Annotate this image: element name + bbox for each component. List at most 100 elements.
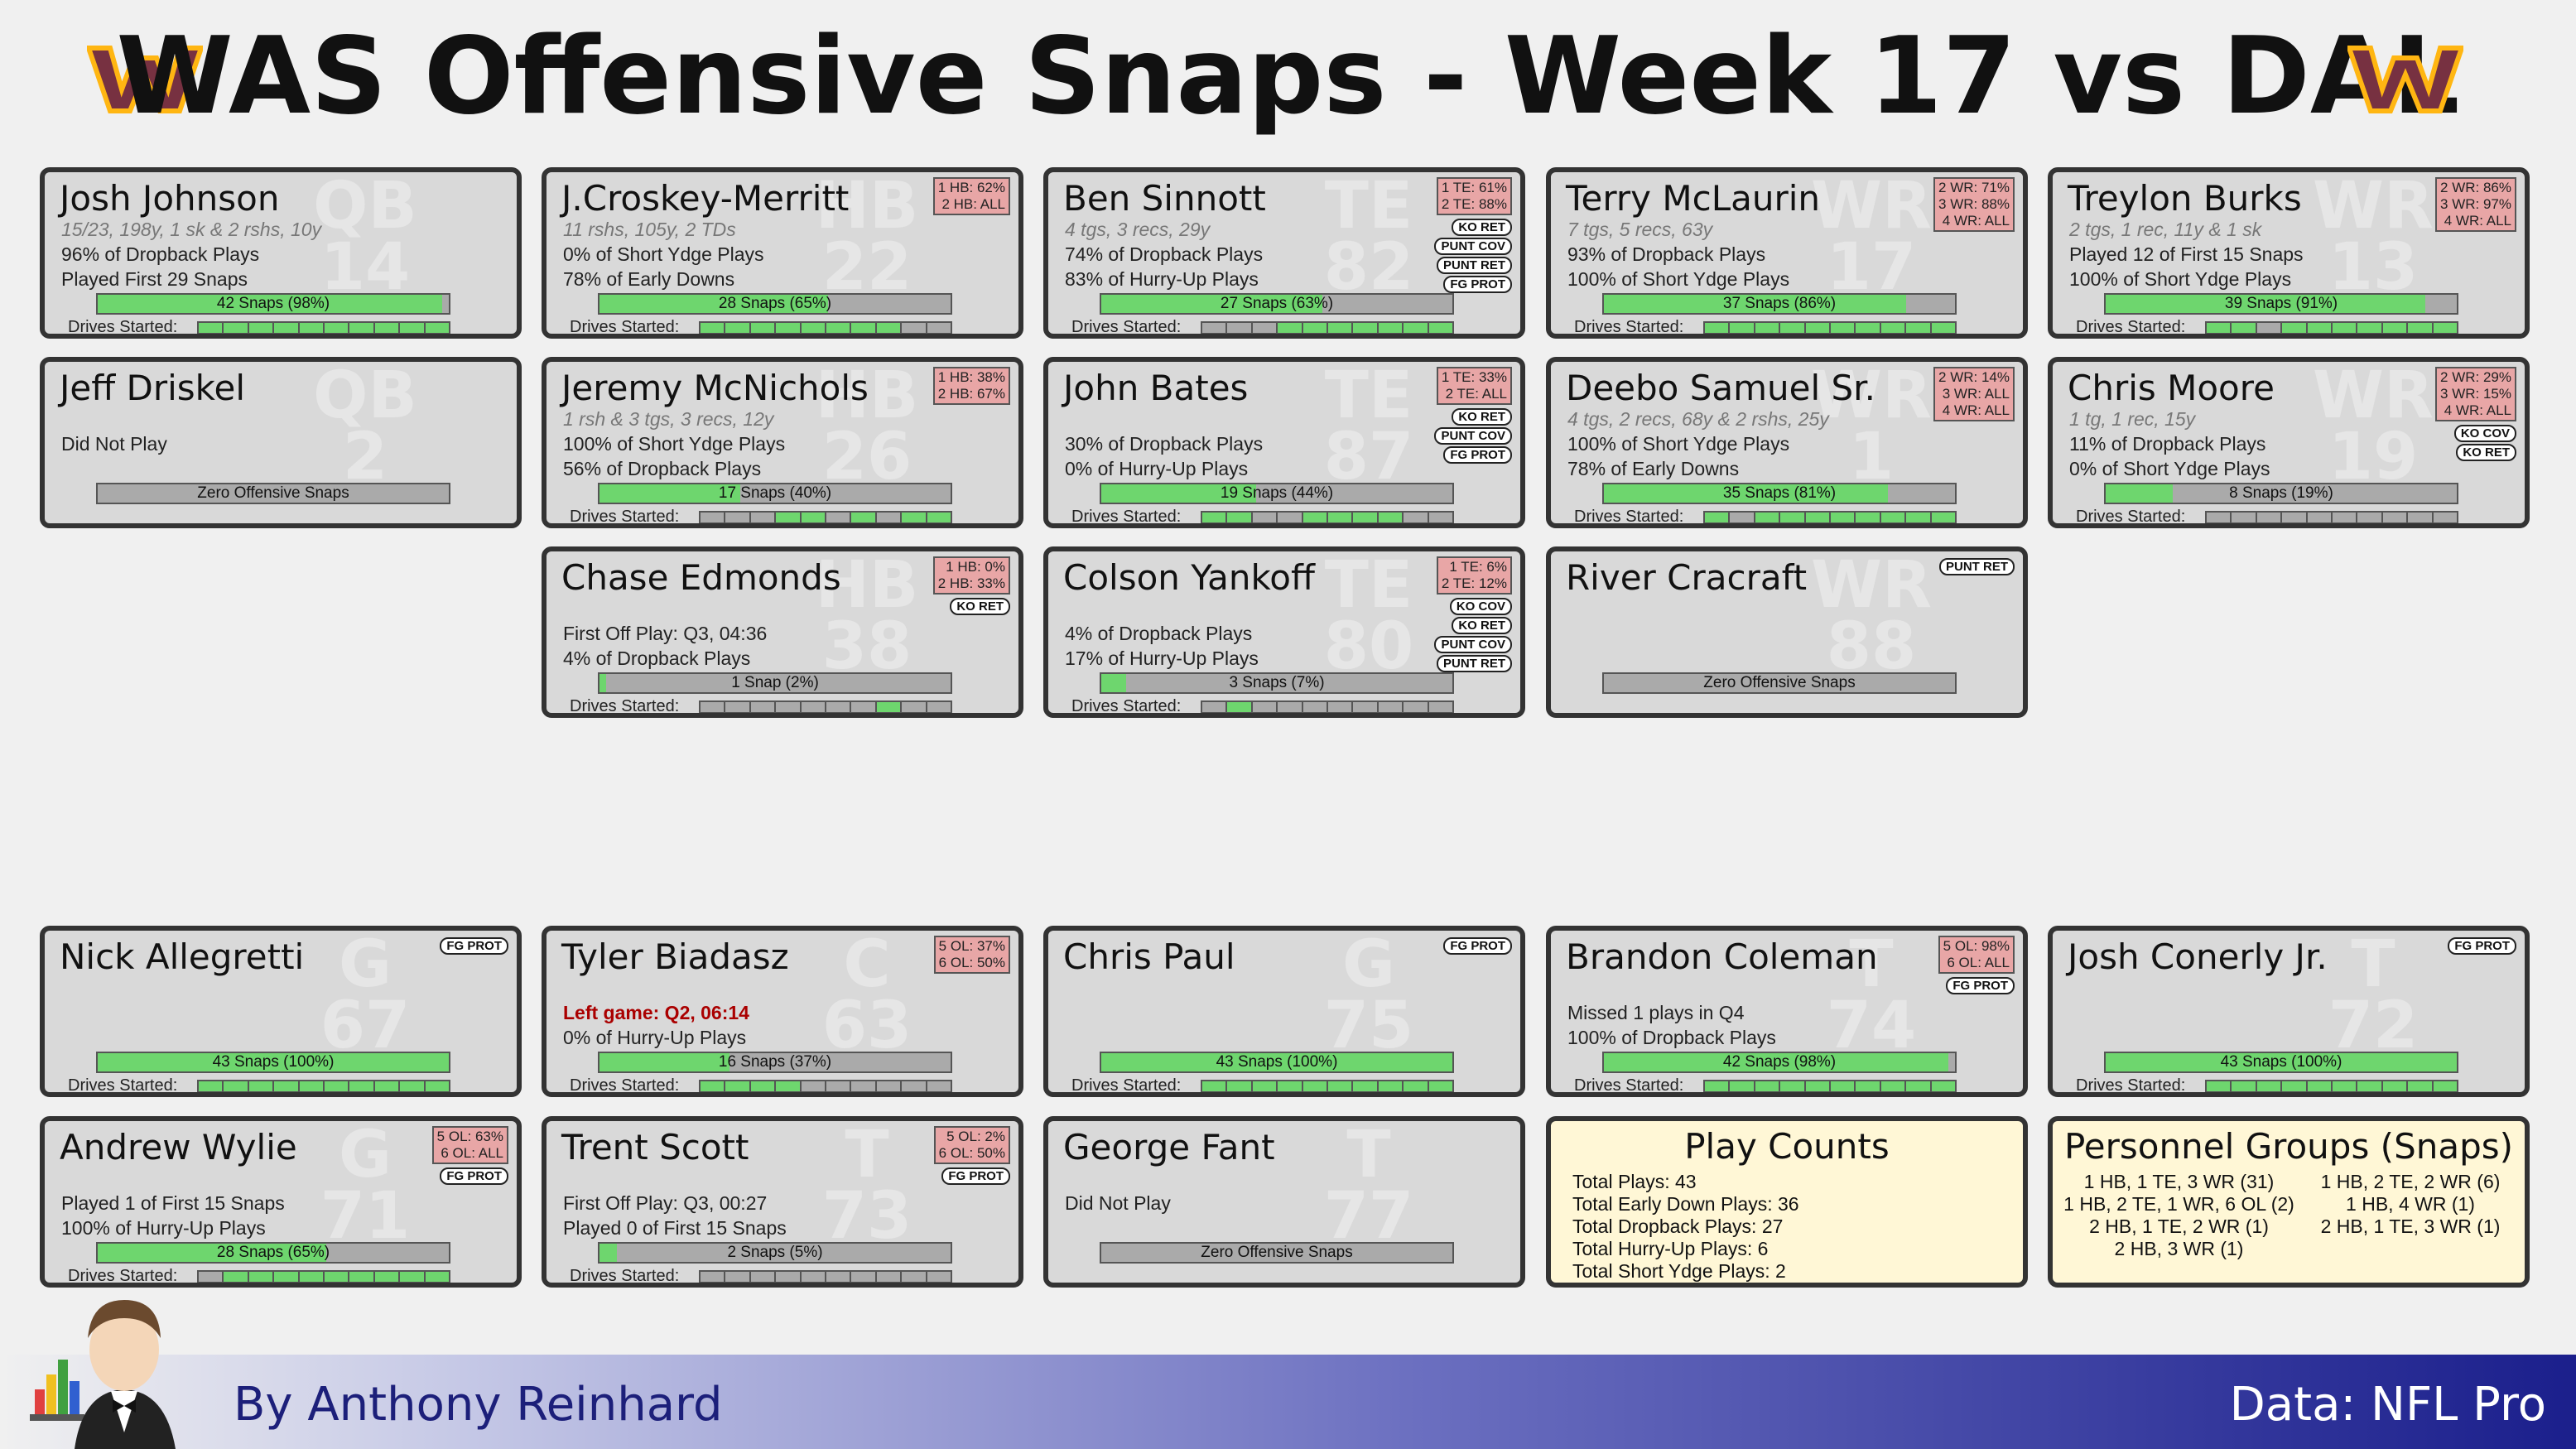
drive-segment (2232, 323, 2257, 333)
note-line-1: First Off Play: Q3, 04:36 (563, 623, 768, 644)
personnel-pct-line: 5 OL: 2% (946, 1129, 1005, 1144)
drive-segment (927, 323, 951, 333)
drive-segment (1906, 513, 1932, 522)
special-teams-tag: KO RET (1452, 219, 1512, 236)
snap-bar-fill (1604, 295, 1906, 313)
snap-count-label: 42 Snaps (98%) (1722, 1053, 1837, 1071)
personnel-pct-line: 6 OL: ALL (441, 1145, 503, 1161)
snap-count-label: 43 Snaps (100%) (1216, 1053, 1338, 1071)
player-name: Chris Moore (2068, 368, 2275, 408)
special-teams-tag: KO RET (950, 598, 1010, 615)
drive-segment (400, 1272, 426, 1282)
drive-segment (1755, 1081, 1781, 1091)
player-name: Chase Edmonds (561, 557, 841, 598)
player-name: Ben Sinnott (1063, 178, 1266, 219)
personnel-pct-box: 2 WR: 14% 3 WR: ALL 4 WR: ALL (1933, 367, 2015, 421)
drive-segment (927, 513, 951, 522)
drive-segment (2333, 323, 2358, 333)
drive-segment (299, 1272, 325, 1282)
snap-count-label: 37 Snaps (86%) (1722, 295, 1837, 312)
note-line-2: 0% of Hurry-Up Plays (563, 1027, 747, 1048)
snap-bar-fill (1604, 1053, 1948, 1071)
drive-segment (776, 702, 802, 712)
drives-started-bar (1201, 321, 1454, 334)
note-line-2: 0% of Short Ydge Plays (2069, 458, 2270, 479)
position-number-watermark: T 73 (821, 1118, 912, 1254)
player-card-chase-edmonds: HB 38 Chase Edmonds First Off Play: Q3, 04:… (542, 546, 1023, 718)
play-count-item: Total Short Ydge Plays: 2 (1572, 1260, 1786, 1282)
personnel-pct-line: 6 OL: 50% (938, 1145, 1005, 1161)
drives-started-label: Drives Started: (1071, 318, 1182, 336)
personnel-pct-box: 2 WR: 86% 3 WR: 97% 4 WR: ALL (2435, 177, 2516, 232)
drives-started-bar (1201, 511, 1454, 523)
game-stats: 2 tgs, 1 rec, 11y & 1 sk (2069, 219, 2262, 240)
drive-segment (1378, 1081, 1404, 1091)
personnel-item: 2 HB, 3 WR (1) (2114, 1238, 2244, 1259)
special-teams-tag: PUNT RET (1437, 257, 1512, 274)
special-teams-tag: FG PROT (440, 937, 508, 955)
drive-segment (876, 513, 903, 522)
drives-started-bar (197, 1270, 450, 1283)
note-line-2: 100% of Short Ydge Plays (2069, 268, 2292, 290)
special-teams-tag: FG PROT (440, 1167, 508, 1185)
note-line-2: 56% of Dropback Plays (563, 458, 762, 479)
drive-segment (876, 702, 903, 712)
drive-segment (1856, 513, 1881, 522)
drive-segment (199, 1081, 224, 1091)
drive-segment (1278, 1081, 1303, 1091)
player-card-george-fant: T 77 George Fant Did Not Play Zero Offensive… (1043, 1116, 1525, 1288)
drive-segment (1227, 1081, 1253, 1091)
personnel-pct-line: 3 WR: 88% (1938, 196, 2010, 212)
personnel-groups-title: Personnel Groups (Snaps) (2063, 1126, 2514, 1167)
position-number-watermark: TE 80 (1323, 548, 1414, 684)
drive-segment (701, 513, 726, 522)
drives-started-bar (1703, 511, 1957, 523)
drive-segment (1302, 323, 1329, 333)
personnel-pct-line: 1 HB: 62% (937, 180, 1005, 195)
player-name: Jeff Driskel (60, 368, 246, 408)
drive-segment (1780, 1081, 1806, 1091)
drive-segment (1805, 323, 1832, 333)
snap-count-label: 2 Snaps (5%) (727, 1244, 823, 1261)
drive-segment (224, 1081, 249, 1091)
snap-bar: 27 Snaps (63%) (1100, 293, 1454, 315)
drive-segment (1404, 513, 1429, 522)
drive-segment (2408, 323, 2434, 333)
snap-count-label: 35 Snaps (81%) (1722, 484, 1837, 502)
personnel-pct-line: 5 OL: 37% (938, 938, 1005, 954)
note-line-1: 0% of Short Ydge Plays (563, 243, 764, 265)
player-card-josh-johnson: QB 14 Josh Johnson 15/23, 198y, 1 sk & 2 rs… (40, 167, 522, 339)
personnel-pct-line: 2 HB: ALL (941, 196, 1005, 212)
game-stats: 7 tgs, 5 recs, 63y (1567, 219, 1713, 240)
drive-segment (1730, 513, 1755, 522)
drive-segment (801, 1272, 827, 1282)
snap-bar-fill (98, 1244, 326, 1262)
personnel-pct-line: 2 TE: 12% (1441, 575, 1507, 591)
personnel-pct-box: 5 OL: 63% 6 OL: ALL (431, 1126, 508, 1164)
special-teams-tags: FG PROT (440, 937, 508, 955)
player-card-chris-moore: WR 19 Chris Moore 1 tg, 1 rec, 15y 11% of Dr… (2048, 357, 2530, 528)
snap-bar: 42 Snaps (98%) (1602, 1052, 1957, 1073)
drive-segment (2256, 323, 2283, 333)
snap-count-label: 3 Snaps (7%) (1229, 674, 1325, 691)
play-count-item: Total Plays: 43 (1572, 1171, 1697, 1192)
player-name: J.Croskey-Merritt (561, 178, 850, 219)
drive-segment (826, 323, 852, 333)
drive-segment (2408, 1081, 2434, 1091)
drive-segment (826, 513, 852, 522)
special-teams-tags: KO RET PUNT COV FG PROT (1434, 408, 1512, 464)
special-teams-tags: PUNT RET (1939, 558, 2015, 575)
personnel-pct-box: 1 TE: 33% 2 TE: ALL (1436, 367, 1512, 405)
snap-bar-fill (2106, 295, 2425, 313)
drive-segment (2382, 323, 2409, 333)
drive-segment (1831, 513, 1856, 522)
snap-count-label: 42 Snaps (98%) (216, 295, 330, 312)
play-counts-list: Total Plays: 43 Total Early Down Plays: … (1572, 1171, 1799, 1283)
drive-segment (274, 1081, 300, 1091)
personnel-pct-box: 5 OL: 98% 6 OL: ALL (1938, 936, 2015, 974)
personnel-pct-line: 3 WR: 15% (2440, 386, 2511, 402)
drive-segment (425, 1272, 450, 1282)
personnel-item: 1 HB, 2 TE, 2 WR (6) (2320, 1171, 2501, 1192)
drive-segment (274, 323, 300, 333)
drive-segment (1730, 323, 1755, 333)
